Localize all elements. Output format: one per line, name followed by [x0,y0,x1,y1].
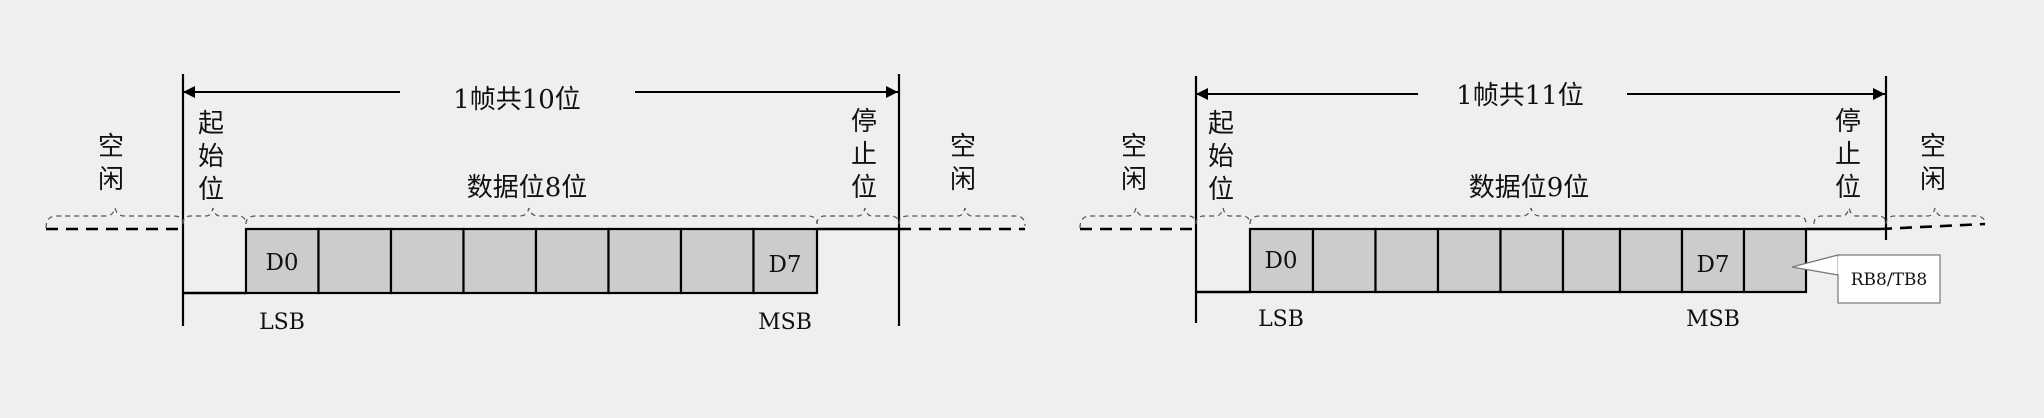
stop-bit-brace [816,207,900,225]
data-bits-label: 数据位9位 [1469,173,1590,203]
callout-pointer [1791,254,1839,276]
lsb-label: LSB [1258,307,1304,332]
data-bit-cell [1311,227,1377,294]
idle-right-char-1: 空 [950,132,976,162]
frame-11-bit: 1帧共11位 空 闲 起 始 位 数据位9位 停 止 位 空 闲 D0 D7 L… [1079,76,1986,332]
data-bit-cell [462,227,538,295]
msb-label: MSB [758,310,812,335]
start-bit-char-2: 始 [1208,142,1234,172]
data-bits-brace [245,207,818,225]
idle-left-char-2: 闲 [1121,165,1147,195]
start-bit-char-2: 始 [198,142,224,172]
idle-right-brace [1885,207,1986,225]
data-bit-cell [607,227,683,295]
stop-bit-char-3: 位 [1835,173,1861,203]
cell-label-d7: D7 [1696,252,1729,278]
stop-bit-char-1: 停 [1835,107,1861,137]
idle-left-brace [45,207,184,229]
data-bit-cell [1248,227,1315,294]
data-bit-cell [1618,227,1684,294]
data-bits-brace [1249,207,1807,225]
start-bit-brace [182,207,247,225]
idle-left-char-1: 空 [1121,132,1147,162]
lsb-label: LSB [259,310,305,335]
callout-box [1837,254,1941,304]
msb-label: MSB [1686,307,1740,332]
start-bit-char-3: 位 [198,175,224,205]
frame-10-bit: 1帧共10位 空 闲 起 始 位 数据位8位 停 止 位 空 闲 D0 D7 L… [45,74,1026,335]
idle-left-brace [1079,207,1197,229]
idle-left-char-1: 空 [98,132,124,162]
stop-bit-brace [1813,207,1887,225]
idle-right-brace [898,207,1026,227]
data-bit-cell [752,227,819,295]
idle-right-char-1: 空 [1920,132,1946,162]
start-bit-char-3: 位 [1208,175,1234,205]
data-bit-cell [1374,227,1440,294]
stop-bit-char-3: 位 [851,173,877,203]
idle-left-char-2: 闲 [98,165,124,195]
data-bit-cell [389,227,465,295]
callout-label: RB8/TB8 [1851,270,1927,290]
idle-right-char-2: 闲 [1920,165,1946,195]
data-bit-cell [534,227,610,295]
cell-label-d0: D0 [1264,248,1297,274]
rb8-tb8-callout: RB8/TB8 [1791,254,1941,304]
data-bit-cell [317,227,393,295]
start-bit-brace [1195,207,1251,225]
cell-label-d7: D7 [768,252,801,278]
start-bit-char-1: 起 [1208,109,1234,139]
data-bits-label: 数据位8位 [467,173,588,203]
start-bit-char-1: 起 [198,109,224,139]
data-bit-cell [1499,227,1565,294]
idle-line-right [1879,222,1986,231]
data-bit-cell [1742,227,1808,294]
data-bit-cell [679,227,755,295]
stop-bit-char-1: 停 [851,107,877,137]
frame-length-label: 1帧共11位 [1456,81,1584,111]
data-bit-cell [1561,227,1622,294]
idle-right-char-2: 闲 [950,165,976,195]
data-bit-cell [1436,227,1502,294]
frame-length-label: 1帧共10位 [453,85,581,115]
stop-bit-char-2: 止 [1835,140,1861,170]
cell-label-d0: D0 [265,250,298,276]
stop-bit-char-2: 止 [851,140,877,170]
